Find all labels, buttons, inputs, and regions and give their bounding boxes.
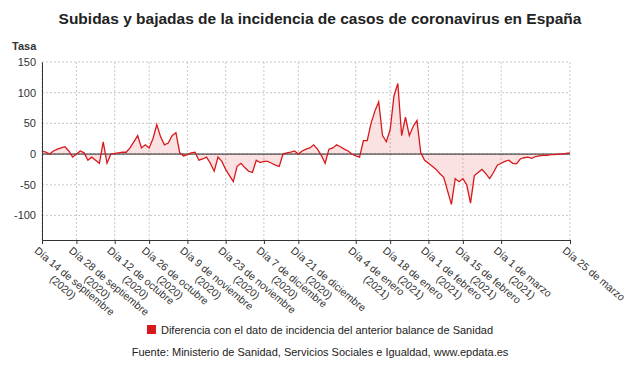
plot-area	[42, 83, 570, 204]
x-tick-mark	[298, 240, 299, 244]
x-grid-line	[42, 62, 43, 240]
x-tick-label-line: (2020)	[155, 273, 186, 302]
x-tick-mark	[115, 240, 116, 244]
y-grid-line	[42, 184, 570, 185]
x-tick-label-line: (2021)	[507, 273, 538, 302]
chart: Subidas y bajadas de la incidencia de ca…	[0, 0, 640, 376]
x-tick: Día 1 de marzo(2021)	[484, 240, 555, 309]
x-grid-line	[355, 62, 356, 240]
y-tick: 100	[18, 87, 42, 99]
y-tick: -50	[20, 179, 42, 191]
legend: Diferencia con el dato de incidencia del…	[147, 324, 493, 336]
grid	[42, 62, 570, 240]
x-grid-line	[114, 62, 115, 240]
x-tick-mark	[42, 240, 43, 244]
x-tick-mark	[428, 240, 429, 244]
x-tick-label-line: (2020)	[120, 273, 151, 302]
x-tick-label: Día 25 de marzo	[560, 244, 627, 303]
x-grid-line	[187, 62, 188, 240]
line	[42, 83, 570, 204]
y-tick-label: 50	[24, 117, 36, 129]
y-tick-label: 150	[18, 56, 36, 68]
legend-swatch	[147, 325, 156, 334]
x-grid-line	[462, 62, 463, 240]
x-tick-label-line: (2020)	[231, 273, 262, 302]
title: Subidas y bajadas de la incidencia de ca…	[59, 10, 582, 27]
y-tick-label: 0	[30, 148, 36, 160]
legend-label: Diferencia con el dato de incidencia del…	[161, 324, 493, 336]
x-tick-label-line: (2021)	[469, 273, 500, 302]
x-axis: Día 14 de septiembre(2020)Día 28 de sept…	[25, 240, 628, 327]
x-tick-mark	[226, 240, 227, 244]
x-grid-line	[501, 62, 502, 240]
x-tick-mark	[463, 240, 464, 244]
x-tick-label-line: (2020)	[193, 273, 224, 302]
y-tick: 150	[18, 56, 42, 68]
x-axis-line	[43, 241, 571, 245]
x-tick-mark	[356, 240, 357, 244]
y-grid-line	[42, 62, 570, 63]
y-grid-line	[42, 154, 570, 155]
x-tick-label-line: (2020)	[304, 273, 335, 302]
source: Fuente: Ministerio de Sanidad, Servicios…	[132, 346, 509, 358]
y-tick-label: -100	[14, 209, 36, 221]
x-tick-mark	[76, 240, 77, 244]
y-tick: 0	[30, 148, 42, 160]
y-grid-line	[42, 215, 570, 216]
x-tick: Día 25 de marzo	[560, 240, 627, 303]
x-tick-label-line: (2020)	[270, 273, 301, 302]
x-grid-line	[298, 62, 299, 240]
x-tick-mark	[187, 240, 188, 244]
y-grid-line	[42, 92, 570, 93]
y-tick: 50	[24, 117, 42, 129]
y-grid-line	[42, 123, 570, 124]
x-tick-label-line: (2021)	[396, 273, 427, 302]
y-tick: -100	[14, 209, 42, 221]
x-tick-label: Día 28 de septiembre(2020)	[59, 244, 152, 327]
x-tick-mark	[570, 240, 571, 244]
y-axis-line	[42, 63, 43, 241]
x-tick-mark	[149, 240, 150, 244]
x-tick-label-line: (2020)	[82, 273, 113, 302]
zero-line	[42, 154, 570, 155]
x-tick-mark	[501, 240, 502, 244]
x-grid-line	[428, 62, 429, 240]
x-tick-label: Día 1 de marzo(2021)	[484, 244, 555, 309]
x-grid-line	[76, 62, 77, 240]
area	[42, 83, 570, 204]
x-tick-mark	[390, 240, 391, 244]
x-grid-line	[570, 62, 571, 240]
y-tick-label: 100	[18, 87, 36, 99]
x-tick-label-line: (2021)	[434, 273, 465, 302]
x-tick-label-line: (2020)	[48, 273, 79, 302]
y-tick-label: -50	[20, 179, 36, 191]
y-axis: -100 -50 0 50 100 150	[14, 56, 43, 240]
y-axis-title: Tasa	[12, 40, 37, 52]
x-grid-line	[263, 62, 264, 240]
x-grid-line	[225, 62, 226, 240]
x-tick-label-line: (2021)	[361, 273, 392, 302]
x-tick-mark	[264, 240, 265, 244]
x-tick-label-line: Día 25 de marzo	[560, 244, 627, 303]
